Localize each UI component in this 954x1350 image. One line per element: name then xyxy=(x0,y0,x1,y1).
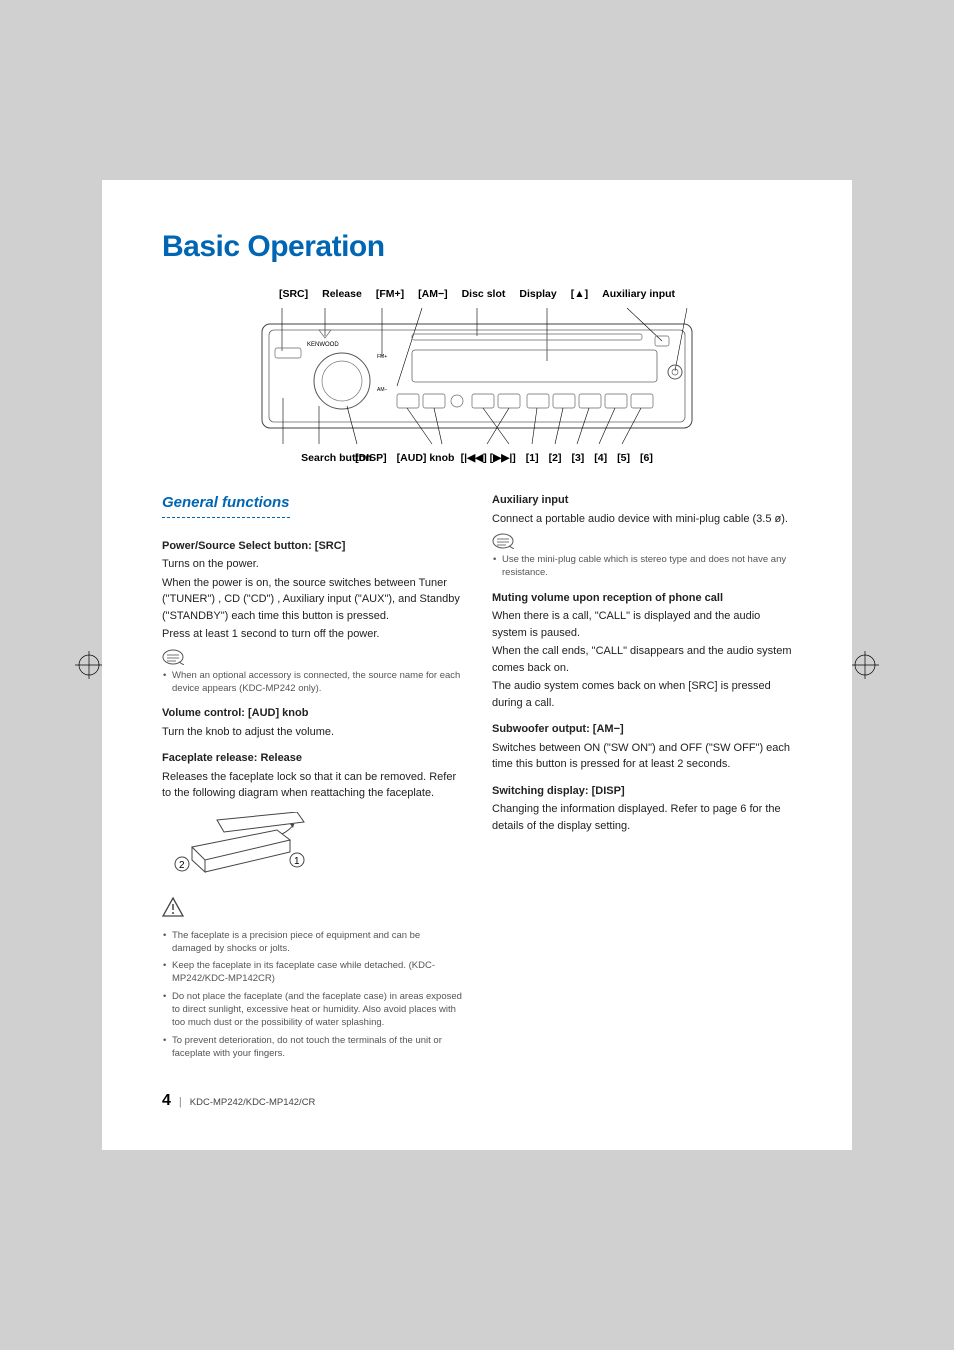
volume-body: Turn the knob to adjust the volume. xyxy=(162,724,462,741)
label-seek: [|◀◀] [▶▶|] xyxy=(461,452,516,464)
mute-l1: When there is a call, "CALL" is displaye… xyxy=(492,608,792,641)
warn-0: The faceplate is a precision piece of eq… xyxy=(162,929,462,956)
faceplate-head: Faceplate release: Release xyxy=(162,750,462,767)
page-footer: 4 | KDC-MP242/KDC-MP142/CR xyxy=(162,1092,792,1110)
volume-head: Volume control: [AUD] knob xyxy=(162,705,462,722)
left-column: General functions Power/Source Select bu… xyxy=(162,492,462,1064)
note-icon xyxy=(162,649,462,665)
label-release: Release xyxy=(322,288,362,300)
power-head: Power/Source Select button: [SRC] xyxy=(162,538,462,555)
disp-head: Switching display: [DISP] xyxy=(492,783,792,800)
label-disp: [DISP] xyxy=(355,452,387,464)
content-columns: General functions Power/Source Select bu… xyxy=(162,492,792,1064)
note-icon-2 xyxy=(492,533,792,549)
label-src: [SRC] xyxy=(279,288,308,300)
label-aux: Auxiliary input xyxy=(602,288,675,300)
device-svg: KENWOOD FM+ AM− xyxy=(247,306,707,446)
label-6: [6] xyxy=(640,452,653,464)
registration-mark-right xyxy=(851,651,879,679)
faceplate-body: Releases the faceplate lock so that it c… xyxy=(162,769,462,802)
power-l2: When the power is on, the source switche… xyxy=(162,575,462,625)
right-column: Auxiliary input Connect a portable audio… xyxy=(492,492,792,1064)
mute-head: Muting volume upon reception of phone ca… xyxy=(492,590,792,607)
sub-head: Subwoofer output: [AM−] xyxy=(492,721,792,738)
diagram-labels-bottom: Search button [DISP] [AUD] knob [|◀◀] [▶… xyxy=(162,452,792,464)
label-4: [4] xyxy=(594,452,607,464)
label-search: Search button xyxy=(301,452,345,464)
faceplate-diagram: 2 1 xyxy=(162,812,462,888)
label-disc-slot: Disc slot xyxy=(462,288,506,300)
section-title: General functions xyxy=(162,492,290,518)
svg-text:AM−: AM− xyxy=(377,387,388,393)
brand-text: KENWOOD xyxy=(307,342,339,348)
svg-text:FM+: FM+ xyxy=(377,354,387,360)
label-5: [5] xyxy=(617,452,630,464)
aux-head: Auxiliary input xyxy=(492,492,792,509)
warning-list: The faceplate is a precision piece of eq… xyxy=(162,929,462,1061)
label-display: Display xyxy=(519,288,556,300)
diagram-labels-top: [SRC] Release [FM+] [AM−] Disc slot Disp… xyxy=(162,288,792,300)
power-note: When an optional accessory is connected,… xyxy=(162,669,462,696)
svg-text:1: 1 xyxy=(294,856,300,867)
label-eject: [▲] xyxy=(571,288,588,300)
aux-body: Connect a portable audio device with min… xyxy=(492,511,792,528)
warning-icon xyxy=(162,897,462,923)
power-l3: Press at least 1 second to turn off the … xyxy=(162,626,462,643)
aux-note-list: Use the mini-plug cable which is stereo … xyxy=(492,553,792,580)
warn-1: Keep the faceplate in its faceplate case… xyxy=(162,959,462,986)
warn-3: To prevent deterioration, do not touch t… xyxy=(162,1034,462,1061)
footer-divider: | xyxy=(179,1096,182,1108)
power-l1: Turns on the power. xyxy=(162,556,462,573)
label-1: [1] xyxy=(526,452,539,464)
svg-text:2: 2 xyxy=(179,860,185,871)
label-am: [AM−] xyxy=(418,288,447,300)
page-title: Basic Operation xyxy=(162,230,792,264)
page-number: 4 xyxy=(162,1092,171,1110)
label-3: [3] xyxy=(571,452,584,464)
label-2: [2] xyxy=(549,452,562,464)
manual-page: Basic Operation [SRC] Release [FM+] [AM−… xyxy=(102,180,852,1150)
registration-mark-left xyxy=(75,651,103,679)
device-diagram-wrap: [SRC] Release [FM+] [AM−] Disc slot Disp… xyxy=(162,288,792,464)
aux-note: Use the mini-plug cable which is stereo … xyxy=(492,553,792,580)
mute-l2: When the call ends, "CALL" disappears an… xyxy=(492,643,792,676)
warn-2: Do not place the faceplate (and the face… xyxy=(162,990,462,1030)
disp-body: Changing the information displayed. Refe… xyxy=(492,801,792,834)
power-note-list: When an optional accessory is connected,… xyxy=(162,669,462,696)
mute-l3: The audio system comes back on when [SRC… xyxy=(492,678,792,711)
footer-models: KDC-MP242/KDC-MP142/CR xyxy=(190,1097,316,1108)
label-fm: [FM+] xyxy=(376,288,404,300)
sub-body: Switches between ON ("SW ON") and OFF ("… xyxy=(492,740,792,773)
label-aud: [AUD] knob xyxy=(397,452,431,464)
